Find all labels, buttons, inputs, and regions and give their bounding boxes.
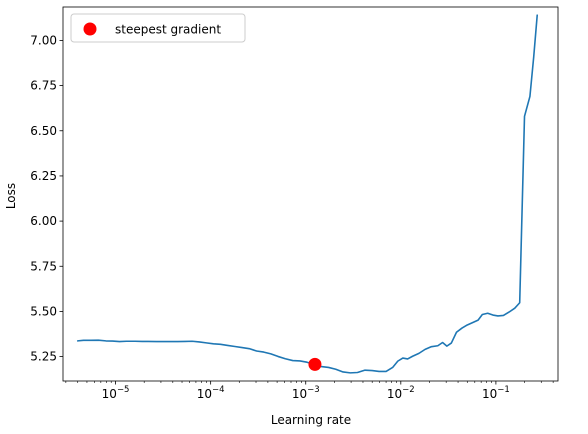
y-tick-label-5: 6.50 xyxy=(30,124,57,138)
axes: 5.25 5.50 5.75 6.00 6.25 6.50 6.75 7.00 10−5 10−4… xyxy=(30,6,559,401)
loss-series-line xyxy=(76,14,539,374)
y-tick-label-0: 5.25 xyxy=(30,350,57,364)
axes-frame xyxy=(62,6,559,382)
legend: steepest gradient xyxy=(70,13,246,43)
y-axis-label: Loss xyxy=(4,183,18,209)
steepest-gradient-point-0 xyxy=(308,357,322,371)
y-tick-label-6: 6.75 xyxy=(30,79,57,93)
y-tick-label-4: 6.25 xyxy=(30,169,57,183)
y-tick-label-2: 5.75 xyxy=(30,259,57,273)
legend-frame xyxy=(70,13,246,43)
y-tick-label-1: 5.50 xyxy=(30,304,57,318)
x-tick-label-1: 10−4 xyxy=(197,385,225,401)
x-tick-label-2: 10−3 xyxy=(292,385,320,401)
legend-marker-steepest-gradient xyxy=(83,22,97,36)
y-tick-label-7: 7.00 xyxy=(30,33,57,47)
legend-label-steepest-gradient: steepest gradient xyxy=(115,23,221,37)
x-tick-label-4: 10−1 xyxy=(482,385,510,401)
plot-area xyxy=(76,14,539,374)
x-tick-label-0: 10−5 xyxy=(102,385,130,401)
y-tick-label-3: 6.00 xyxy=(30,214,57,228)
x-tick-label-3: 10−2 xyxy=(387,385,415,401)
x-axis-label: Learning rate xyxy=(271,413,351,427)
